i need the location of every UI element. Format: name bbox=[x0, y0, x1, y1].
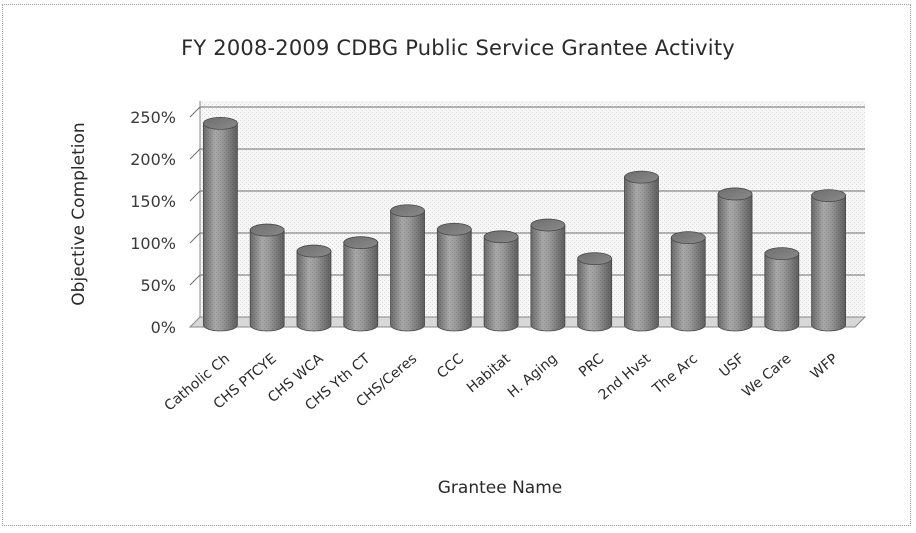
bar-cap bbox=[296, 244, 332, 258]
bar-texture bbox=[343, 242, 378, 331]
bar-cap bbox=[202, 117, 238, 130]
bar-cap bbox=[764, 247, 800, 261]
bar-texture bbox=[296, 251, 331, 331]
bar-cap bbox=[249, 223, 285, 237]
x-tick-label: WFP bbox=[808, 351, 842, 383]
x-tick-label: CCC bbox=[434, 351, 467, 382]
gridline-side bbox=[189, 106, 201, 118]
bar-texture bbox=[764, 253, 799, 331]
bar-cap bbox=[343, 236, 379, 250]
bar bbox=[483, 230, 519, 332]
bar-cap bbox=[811, 189, 847, 203]
y-tick-label: 200% bbox=[130, 150, 176, 169]
bar-texture bbox=[390, 210, 425, 331]
x-tick-label: 2nd Hvst bbox=[596, 350, 655, 403]
x-tick-label: PRC bbox=[576, 351, 607, 381]
bar-cap bbox=[577, 252, 613, 266]
bar bbox=[670, 231, 706, 332]
gridline-side bbox=[189, 232, 201, 244]
bar bbox=[530, 218, 566, 332]
y-tick-label: 0% bbox=[151, 318, 176, 337]
bar-texture bbox=[530, 225, 565, 331]
bar bbox=[296, 244, 332, 332]
bar bbox=[343, 236, 379, 332]
bar-cap bbox=[717, 187, 753, 201]
bar-texture bbox=[250, 230, 285, 331]
bar bbox=[577, 252, 613, 332]
gridline-side bbox=[189, 274, 201, 286]
bar bbox=[436, 222, 472, 332]
bar-cap bbox=[483, 230, 519, 244]
bar bbox=[764, 247, 800, 332]
bar-cap bbox=[624, 170, 659, 184]
bar-cap bbox=[670, 231, 706, 245]
y-tick-label: 250% bbox=[130, 108, 176, 127]
bar-texture bbox=[577, 258, 612, 331]
y-axis-ticks: 0% 50% 100% 150% 200% 250% bbox=[130, 108, 176, 337]
y-tick-label: 50% bbox=[140, 276, 176, 295]
bar bbox=[249, 223, 285, 332]
bar bbox=[717, 187, 753, 332]
x-tick-label: We Care bbox=[739, 351, 794, 401]
bar-texture bbox=[624, 177, 659, 331]
bar bbox=[390, 204, 425, 332]
floor bbox=[188, 316, 867, 328]
x-axis-title: Grantee Name bbox=[437, 478, 563, 498]
bar-texture bbox=[811, 195, 846, 331]
bar-texture bbox=[718, 193, 753, 331]
bar bbox=[811, 189, 847, 332]
bar bbox=[202, 117, 238, 332]
bar-texture bbox=[484, 236, 519, 331]
y-tick-label: 150% bbox=[130, 192, 176, 211]
bar-texture bbox=[203, 123, 238, 332]
chart-title: FY 2008-2009 CDBG Public Service Grantee… bbox=[181, 36, 735, 60]
bar bbox=[624, 170, 659, 332]
gridline-side bbox=[189, 190, 201, 202]
gridline-side bbox=[189, 148, 201, 160]
bars bbox=[202, 117, 847, 332]
bar-cap bbox=[390, 204, 425, 218]
bar-cap bbox=[436, 222, 472, 236]
bar-texture bbox=[671, 237, 706, 331]
y-tick-label: 100% bbox=[130, 234, 176, 253]
bar-cap bbox=[530, 218, 566, 232]
x-tick-label: H. Aging bbox=[505, 351, 561, 401]
x-tick-label: The Arc bbox=[649, 351, 701, 398]
x-tick-label: USF bbox=[716, 351, 747, 381]
plot-walls bbox=[188, 101, 867, 328]
bar-texture bbox=[437, 229, 472, 331]
